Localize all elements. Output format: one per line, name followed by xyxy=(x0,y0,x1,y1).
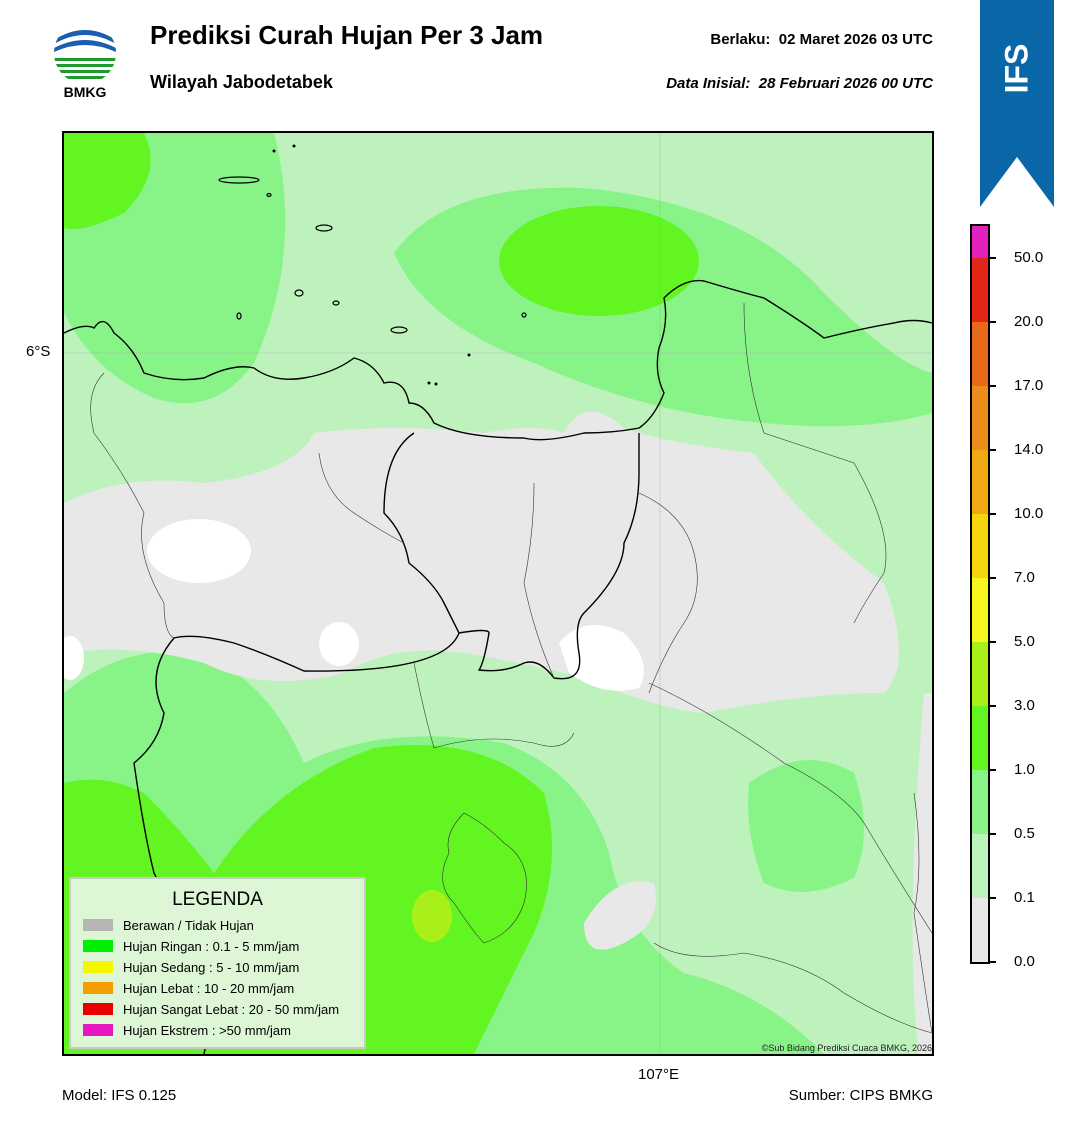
colorbar-tick-label: 0.1 xyxy=(1014,889,1035,906)
colorbar-tick xyxy=(990,641,996,643)
bmkg-logo-icon xyxy=(54,22,116,84)
colorbar-tick xyxy=(990,705,996,707)
colorbar-segment xyxy=(972,386,988,450)
colorbar-tick xyxy=(990,449,996,451)
colorbar-tick-label: 0.0 xyxy=(1014,953,1035,970)
colorbar-segment xyxy=(972,578,988,642)
colorbar-tick xyxy=(990,577,996,579)
page-subtitle: Wilayah Jabodetabek xyxy=(150,72,333,92)
colorbar-tick xyxy=(990,961,996,963)
colorbar-segment xyxy=(972,226,988,258)
legend-item: Berawan / Tidak Hujan xyxy=(83,916,254,934)
page-title: Prediksi Curah Hujan Per 3 Jam xyxy=(150,20,544,50)
colorbar xyxy=(970,224,990,964)
valid-time-label: Berlaku: xyxy=(710,31,771,48)
colorbar-tick-label: 0.5 xyxy=(1014,825,1035,842)
colorbar-tick-label: 14.0 xyxy=(1014,441,1044,458)
model-label: Model: IFS 0.125 xyxy=(62,1087,177,1104)
legend-item: Hujan Ringan : 0.1 - 5 mm/jam xyxy=(83,937,299,955)
colorbar-tick xyxy=(990,321,996,323)
ifs-ribbon xyxy=(980,0,1054,207)
logo-text: BMKG xyxy=(63,84,107,100)
legend-swatch xyxy=(83,961,113,973)
colorbar-tick-label: 17.0 xyxy=(1014,377,1044,394)
colorbar-tick-label: 7.0 xyxy=(1014,569,1035,586)
colorbar-tick xyxy=(990,769,996,771)
colorbar-segment xyxy=(972,322,988,386)
colorbar-segment xyxy=(972,834,988,898)
colorbar-segment xyxy=(972,450,988,514)
legend-swatch xyxy=(83,940,113,952)
valid-time-value: 02 Maret 2026 03 UTC xyxy=(778,31,933,48)
colorbar-tick-label: 1.0 xyxy=(1014,761,1035,778)
legend-swatch xyxy=(83,1024,113,1036)
initial-time-label: Data Inisial: xyxy=(666,75,751,92)
colorbar-tick-label: 20.0 xyxy=(1014,313,1044,330)
valid-time: Berlaku: 02 Maret 2026 03 UTC xyxy=(710,31,933,48)
legend: LEGENDA Berawan / Tidak Hujan Hujan Ring… xyxy=(69,877,366,1049)
map-credit: ©Sub Bidang Prediksi Cuaca BMKG, 2026 xyxy=(761,1043,932,1053)
initial-time-value: 28 Februari 2026 00 UTC xyxy=(758,75,933,92)
colorbar-segment xyxy=(972,514,988,578)
legend-title: LEGENDA xyxy=(172,889,263,910)
legend-swatch xyxy=(83,1003,113,1015)
colorbar-tick-label: 10.0 xyxy=(1014,505,1044,522)
legend-item: Hujan Ekstrem : >50 mm/jam xyxy=(83,1021,291,1039)
colorbar-segment xyxy=(972,706,988,770)
colorbar-segment xyxy=(972,258,988,322)
legend-item: Hujan Sedang : 5 - 10 mm/jam xyxy=(83,958,299,976)
latitude-label: 6°S xyxy=(26,343,51,360)
longitude-label: 107°E xyxy=(638,1066,680,1083)
colorbar-tick xyxy=(990,385,996,387)
ribbon-label: IFS xyxy=(998,43,1035,93)
colorbar-segment xyxy=(972,898,988,962)
colorbar-tick xyxy=(990,257,996,259)
source-label: Sumber: CIPS BMKG xyxy=(788,1087,933,1104)
legend-swatch xyxy=(83,919,113,931)
legend-swatch xyxy=(83,982,113,994)
colorbar-segment xyxy=(972,642,988,706)
legend-item: Hujan Sangat Lebat : 20 - 50 mm/jam xyxy=(83,1000,339,1018)
legend-item: Hujan Lebat : 10 - 20 mm/jam xyxy=(83,979,294,997)
colorbar-tick xyxy=(990,513,996,515)
colorbar-segment xyxy=(972,770,988,834)
initial-time: Data Inisial: 28 Februari 2026 00 UTC xyxy=(666,75,933,92)
colorbar-tick-label: 50.0 xyxy=(1014,249,1044,266)
colorbar-tick xyxy=(990,833,996,835)
colorbar-tick xyxy=(990,897,996,899)
colorbar-tick-label: 5.0 xyxy=(1014,633,1035,650)
colorbar-tick-label: 3.0 xyxy=(1014,697,1035,714)
